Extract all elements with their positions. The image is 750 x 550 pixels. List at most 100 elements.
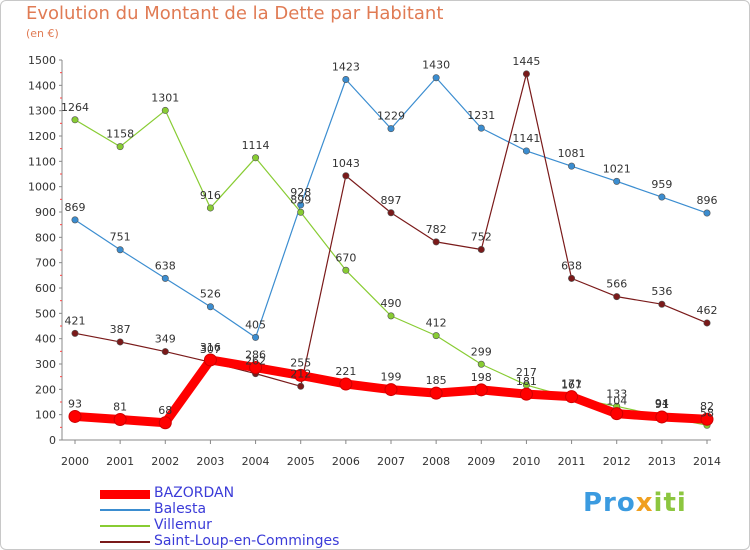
data-label-villemur: 1158 <box>106 128 134 141</box>
data-label-bazordan: 221 <box>335 365 356 378</box>
legend-label: Saint-Loup-en-Comminges <box>154 533 340 549</box>
data-point-balesta <box>387 125 395 133</box>
y-tick-label: 500 <box>35 307 56 320</box>
data-label-balesta: 751 <box>110 231 131 244</box>
data-label-villemur: 490 <box>381 297 402 310</box>
x-tick-label: 2003 <box>196 455 224 468</box>
data-point-bazordan <box>339 377 353 391</box>
x-tick-label: 2000 <box>61 455 89 468</box>
data-point-saint-loup-en-comminges <box>522 70 530 78</box>
data-label-balesta: 405 <box>245 318 266 331</box>
data-label-bazordan: 255 <box>290 356 311 369</box>
data-point-bazordan <box>113 412 127 426</box>
data-point-bazordan <box>203 353 217 367</box>
data-label-balesta: 526 <box>200 288 221 301</box>
x-tick-label: 2014 <box>693 455 721 468</box>
data-point-balesta <box>703 209 711 217</box>
data-label-balesta: 959 <box>651 178 672 191</box>
data-point-balesta <box>206 303 214 311</box>
data-point-bazordan <box>610 407 624 421</box>
y-tick-label: 1200 <box>28 130 56 143</box>
x-tick-label: 2013 <box>648 455 676 468</box>
data-point-balesta <box>477 124 485 132</box>
y-tick-label: 1500 <box>28 54 56 67</box>
y-tick-label: 800 <box>35 231 56 244</box>
data-point-balesta <box>116 246 124 254</box>
data-label-balesta: 1430 <box>422 59 450 72</box>
data-label-saint-loup-en-comminges: 638 <box>561 259 582 272</box>
data-point-saint-loup-en-comminges <box>477 245 485 253</box>
data-label-bazordan: 171 <box>561 378 582 391</box>
legend-swatch <box>100 509 150 511</box>
data-point-balesta <box>432 74 440 82</box>
data-label-balesta: 1081 <box>558 147 586 160</box>
y-tick-label: 1400 <box>28 79 56 92</box>
data-point-bazordan <box>249 361 263 375</box>
data-point-bazordan <box>68 409 82 423</box>
legend-swatch <box>100 490 150 499</box>
data-point-saint-loup-en-comminges <box>658 300 666 308</box>
data-label-saint-loup-en-comminges: 782 <box>426 223 447 236</box>
data-point-villemur <box>116 143 124 151</box>
y-tick-label: 200 <box>35 383 56 396</box>
data-point-bazordan <box>429 386 443 400</box>
series-points <box>68 70 714 430</box>
data-label-saint-loup-en-comminges: 387 <box>110 323 131 336</box>
data-label-villemur: 94 <box>655 397 669 410</box>
data-label-bazordan: 93 <box>68 397 82 410</box>
data-label-saint-loup-en-comminges: 897 <box>381 194 402 207</box>
data-label-villemur: 167 <box>561 379 582 392</box>
data-point-saint-loup-en-comminges <box>703 319 711 327</box>
data-point-saint-loup-en-comminges <box>297 382 305 390</box>
data-label-saint-loup-en-comminges: 349 <box>155 333 176 346</box>
data-point-bazordan <box>474 383 488 397</box>
data-label-saint-loup-en-comminges: 536 <box>651 285 672 298</box>
data-point-villemur <box>297 208 305 216</box>
data-label-bazordan: 68 <box>158 404 172 417</box>
data-label-saint-loup-en-comminges: 212 <box>290 367 311 380</box>
x-tick-label: 2006 <box>332 455 360 468</box>
y-tick-label: 900 <box>35 206 56 219</box>
data-label-balesta: 1021 <box>603 162 631 175</box>
data-label-bazordan: 316 <box>200 341 221 354</box>
data-label-saint-loup-en-comminges: 421 <box>65 314 86 327</box>
data-label-balesta: 1229 <box>377 110 405 123</box>
y-tick-label: 1000 <box>28 181 56 194</box>
data-point-villemur <box>342 266 350 274</box>
x-tick-label: 2007 <box>377 455 405 468</box>
x-tick-label: 2005 <box>287 455 315 468</box>
data-point-balesta <box>161 274 169 282</box>
x-tick-label: 2004 <box>242 455 270 468</box>
y-tick-label: 1100 <box>28 155 56 168</box>
axes: 0 100 200 300 400 500 600 700 800 900 1000 1100 1200… <box>28 54 721 468</box>
data-label-villemur: 670 <box>335 251 356 264</box>
data-label-villemur: 217 <box>516 366 537 379</box>
data-point-saint-loup-en-comminges <box>432 238 440 246</box>
legend-label: Villemur <box>154 517 212 533</box>
data-label-balesta: 1423 <box>332 61 360 74</box>
data-label-balesta: 638 <box>155 259 176 272</box>
data-label-villemur: 412 <box>426 317 447 330</box>
data-label-villemur: 916 <box>200 189 221 202</box>
legend-swatch <box>100 525 150 527</box>
data-point-villemur <box>206 204 214 212</box>
legend-label: Balesta <box>154 501 207 517</box>
data-label-bazordan: 81 <box>113 400 127 413</box>
x-tick-label: 2012 <box>603 455 631 468</box>
data-point-saint-loup-en-comminges <box>342 172 350 180</box>
data-point-balesta <box>522 147 530 155</box>
y-tick-label: 100 <box>35 409 56 422</box>
data-label-bazordan: 286 <box>245 349 266 362</box>
data-point-balesta <box>658 193 666 201</box>
data-label-villemur: 299 <box>471 345 492 358</box>
data-point-bazordan <box>655 410 669 424</box>
data-point-balesta <box>252 333 260 341</box>
data-label-saint-loup-en-comminges: 462 <box>697 304 718 317</box>
data-point-saint-loup-en-comminges <box>71 329 79 337</box>
data-label-villemur: 1264 <box>61 101 89 114</box>
data-point-balesta <box>71 216 79 224</box>
data-label-bazordan: 181 <box>516 375 537 388</box>
data-labels: 869 751 638 526 405 928 1423 1229 1430 1231 1141 10… <box>61 55 718 419</box>
data-label-balesta: 928 <box>290 186 311 199</box>
